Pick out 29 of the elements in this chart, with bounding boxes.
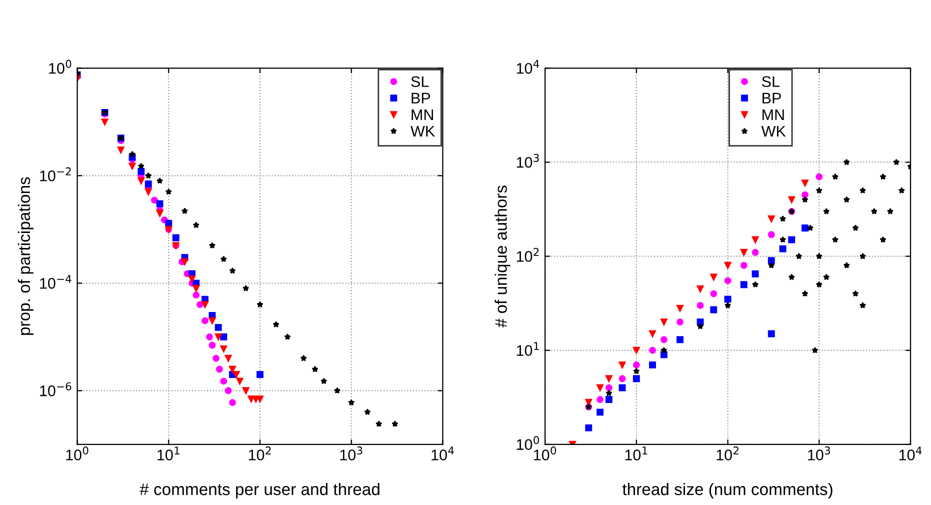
legend-label: SL	[762, 76, 780, 88]
x-tick-label: 10$^{1}$	[158, 446, 180, 460]
x-tick-label: 10$^{3}$	[808, 446, 830, 460]
legend-label: MN	[762, 109, 784, 120]
y-tick-label: 10$^{4}$	[516, 60, 540, 74]
x-axis-title: thread size (num comments)	[622, 482, 832, 498]
y-axis-title: prop. of participations	[18, 177, 34, 335]
legend-label: SL	[411, 76, 429, 88]
x-tick-label: 10$^{1}$	[625, 446, 648, 460]
x-axis-title: # comments per user and thread	[140, 482, 380, 498]
y-tick-label: 10$^{−4}$	[40, 274, 72, 289]
x-tick-label: 10$^{3}$	[340, 446, 362, 460]
x-tick-label: 10$^{0}$	[66, 446, 88, 460]
y-tick-label: 10$^{3}$	[516, 154, 539, 168]
y-tick-label: 10$^{2}$	[516, 248, 539, 262]
legend-label: MN	[412, 109, 433, 120]
x-tick-label: 10$^{2}$	[716, 446, 738, 460]
legend-label: BP	[762, 92, 781, 104]
x-tick-label: 10$^{2}$	[248, 446, 271, 460]
legend-label: WK	[761, 126, 786, 136]
x-tick-label: 10$^{4}$	[899, 446, 922, 460]
y-tick-label: 10$^{−6}$	[40, 382, 72, 396]
y-tick-label: 10$^{0}$	[49, 60, 72, 74]
y-axis-title: # of unique authors	[494, 186, 510, 328]
x-tick-label: 10$^{4}$	[432, 446, 454, 460]
legend-label: BP	[412, 92, 430, 104]
y-tick-label: 10$^{1}$	[516, 342, 539, 356]
legend-label: WK	[410, 126, 435, 136]
y-tick-label: 10$^{−2}$	[40, 167, 71, 182]
